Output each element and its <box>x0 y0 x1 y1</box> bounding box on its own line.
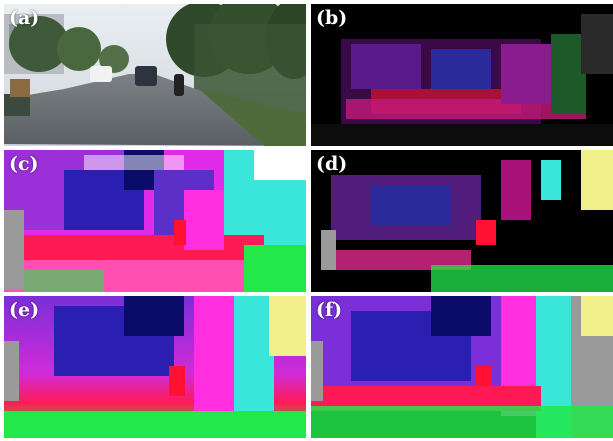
panel-label: (e) <box>9 299 40 321</box>
panel-label: (a) <box>9 7 40 29</box>
panel-c-visualization: (c) <box>4 150 306 292</box>
flow-visualization-c <box>4 150 306 292</box>
panel-label: (f) <box>316 299 343 321</box>
flow-visualization-b <box>311 4 613 146</box>
panel-f-visualization: (f) <box>311 296 613 438</box>
panel-b-visualization: (b) <box>311 4 613 146</box>
panel-label: (b) <box>316 7 348 29</box>
panel-d-visualization: (d) <box>311 150 613 292</box>
panel-a-photo: (a) <box>4 4 306 146</box>
panel-label: (d) <box>316 153 348 175</box>
road-scene-image <box>4 4 306 146</box>
flow-visualization-f <box>311 296 613 438</box>
flow-visualization-d <box>311 150 613 292</box>
flow-visualization-e <box>4 296 306 438</box>
panel-label: (c) <box>9 153 39 175</box>
panel-e-visualization: (e) <box>4 296 306 438</box>
